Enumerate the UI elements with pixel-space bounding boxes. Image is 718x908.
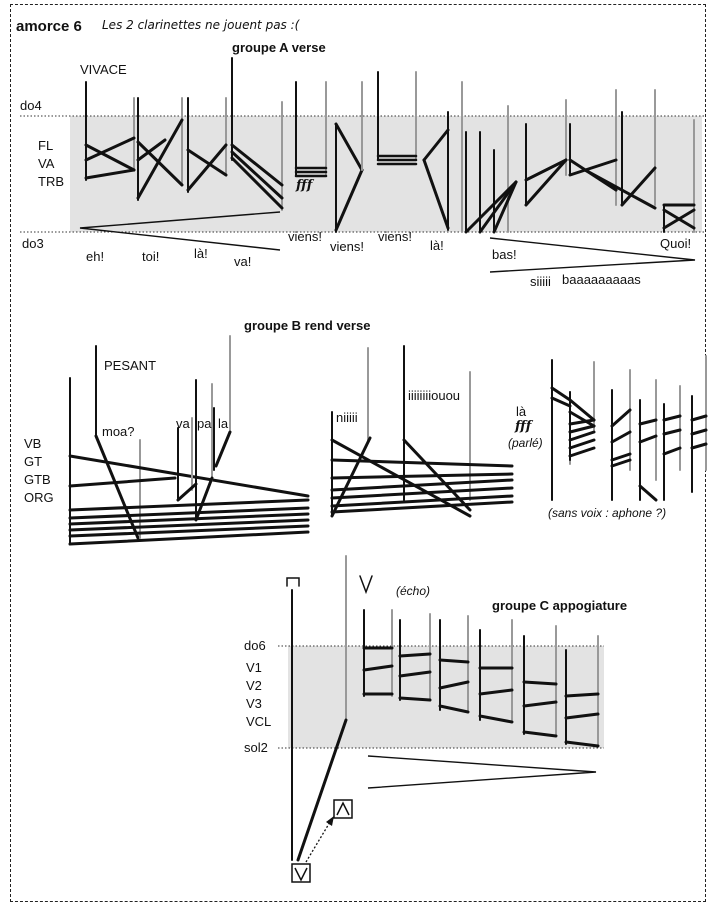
- lyric-word: toi!: [142, 249, 160, 264]
- lyric-word: eh!: [86, 249, 105, 264]
- instrument-label: V1: [246, 660, 262, 675]
- lyric-word: iiiiiiiiouou: [408, 388, 461, 403]
- instrument-label: GT: [24, 454, 43, 469]
- lyric-word: Quoi!: [660, 236, 692, 251]
- lyric-word: viens!: [288, 229, 322, 244]
- lyric-word: bas!: [492, 247, 517, 262]
- lyric-word: viens!: [378, 229, 412, 244]
- instrument-label: ORG: [24, 490, 54, 505]
- instrument-label: FL: [38, 138, 54, 153]
- lyric-word: baaaaaaaaas: [562, 272, 641, 287]
- instrument-label: VB: [24, 436, 42, 451]
- group-b-gestures: [68, 335, 708, 546]
- instrument-label: V3: [246, 696, 262, 711]
- dynamic-marking: fff: [515, 419, 532, 434]
- lyric-word: la: [218, 416, 229, 431]
- group-c-pitch-low: sol2: [244, 740, 268, 755]
- echo-marking: (écho): [396, 584, 431, 598]
- group-a-gestures: [84, 57, 696, 234]
- group-c-title: groupe C appogiature: [492, 598, 628, 613]
- down-bow-box-icon: [291, 863, 311, 883]
- instrument-label: VCL: [246, 714, 272, 729]
- instrument-label: TRB: [38, 174, 64, 189]
- instrument-label: V2: [246, 678, 262, 693]
- group-c-gestures: [286, 555, 600, 862]
- lyric-word: là!: [430, 238, 444, 253]
- group-a-pitch-low: do3: [22, 236, 44, 251]
- voiceless-marking: (sans voix : aphone ?): [548, 506, 667, 520]
- instrument-label: GTB: [24, 472, 51, 487]
- instrument-label: VA: [38, 156, 55, 171]
- lyric-word: va!: [234, 254, 252, 269]
- group-b-title: groupe B rend verse: [244, 318, 371, 333]
- lyric-word: moa?: [102, 424, 135, 439]
- lyric-word: va: [176, 416, 190, 431]
- group-c-hairpin: [367, 755, 597, 789]
- lyric-word: siiiii: [530, 274, 551, 289]
- up-bow-box-icon: [333, 799, 353, 819]
- group-a-tempo: VIVACE: [80, 62, 127, 77]
- lyric-word: pa: [197, 416, 212, 431]
- group-a-hairpins: [79, 211, 696, 273]
- group-a-title: groupe A verse: [232, 40, 326, 55]
- group-a-register-band: [70, 116, 702, 232]
- dynamic-marking: fff: [296, 178, 313, 193]
- page-title: amorce 6: [16, 18, 82, 35]
- lyric-word: là: [516, 404, 527, 419]
- lyric-word: viens!: [330, 239, 364, 254]
- lyric-word: là!: [194, 246, 208, 261]
- lyric-word: niiiii: [336, 410, 358, 425]
- group-c-pitch-high: do6: [244, 638, 266, 653]
- arrow-head-icon: [326, 816, 334, 826]
- group-a-pitch-high: do4: [20, 98, 42, 113]
- group-b-tempo: PESANT: [104, 358, 157, 373]
- spoken-marking: (parlé): [508, 436, 543, 450]
- header-note: Les 2 clarinettes ne jouent pas :(: [102, 18, 300, 32]
